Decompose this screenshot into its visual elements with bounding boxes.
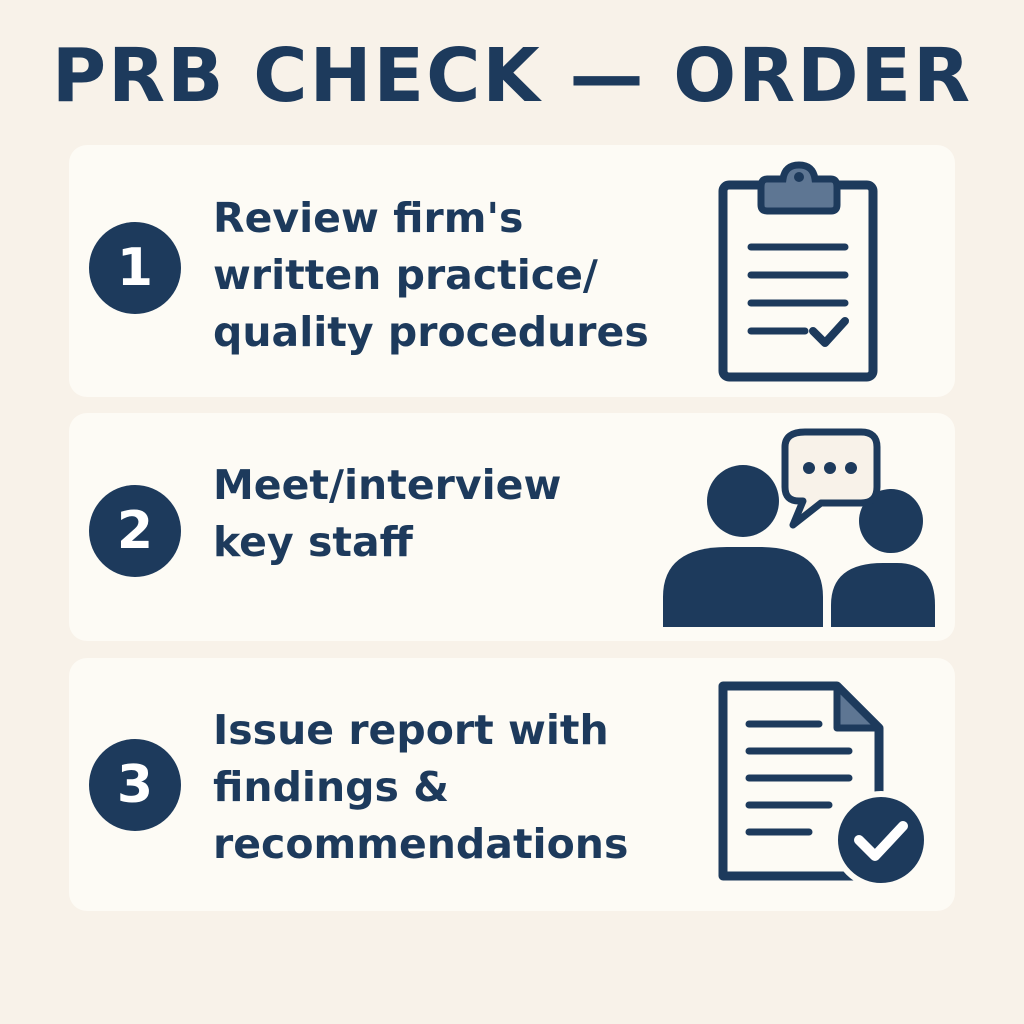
- step-number-badge: 2: [89, 485, 181, 577]
- page-title: PRB CHECK — ORDER: [51, 33, 973, 119]
- people-chat-icon: [663, 428, 935, 627]
- step-text-line: Meet/interview: [213, 461, 562, 509]
- step-number-badge: 1: [89, 222, 181, 314]
- step-text-line: quality procedures: [213, 308, 649, 356]
- step-description: Meet/interview key staff: [213, 457, 683, 571]
- step-text-line: key staff: [213, 518, 413, 566]
- report-document-check-icon: [718, 681, 929, 888]
- step-text-line: Review firm's: [213, 194, 524, 242]
- step-text-line: written practice/: [213, 251, 598, 299]
- step-text-line: recommendations: [213, 820, 629, 868]
- step-card-1: 1 Review firm's written practice/ qualit…: [69, 145, 955, 397]
- step-card-2: 2 Meet/interview key staff: [69, 413, 955, 641]
- clipboard-checklist-icon: [718, 161, 878, 382]
- step-text-line: Issue report with: [213, 706, 609, 754]
- step-card-3: 3 Issue report with findings & recommend…: [69, 658, 955, 911]
- step-description: Issue report with findings & recommendat…: [213, 702, 683, 873]
- step-description: Review firm's written practice/ quality …: [213, 190, 683, 361]
- step-text-line: findings &: [213, 763, 449, 811]
- step-number-badge: 3: [89, 739, 181, 831]
